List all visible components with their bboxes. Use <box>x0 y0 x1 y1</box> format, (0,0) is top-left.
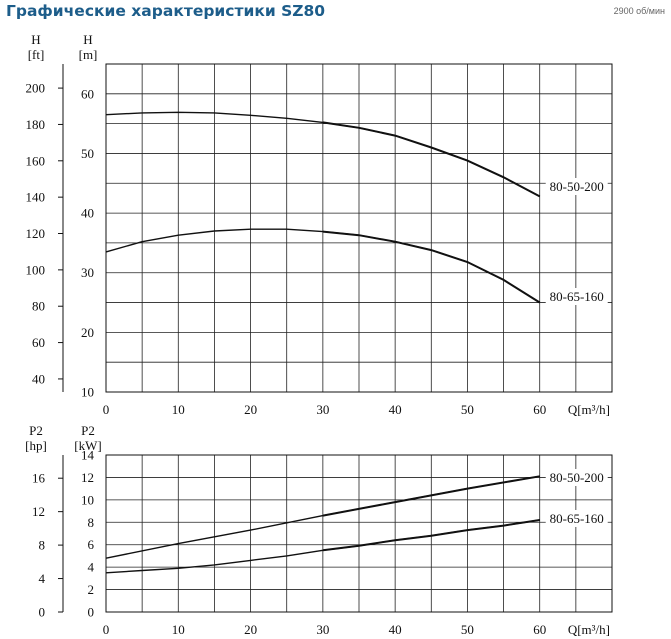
y-tick-label-metric: 30 <box>81 265 94 280</box>
y-tick-label-metric: 60 <box>81 86 94 101</box>
plot-frame <box>105 454 613 613</box>
y-tick-label-imperial: 140 <box>26 190 46 205</box>
y-tick-label-imperial: 8 <box>39 538 46 553</box>
y-axis-label-imperial-unit: [ft] <box>28 47 45 62</box>
series-label-bg <box>545 469 608 486</box>
rotation-speed-label: 2900 об/мин <box>613 6 665 16</box>
y-tick-label-imperial: 80 <box>32 299 45 314</box>
series-label-80-50-200: 80-50-200 <box>550 470 604 485</box>
x-tick-label: 0 <box>103 402 110 417</box>
y-axis-label-metric-unit: [kW] <box>74 438 101 453</box>
y-tick-label-metric: 2 <box>88 582 95 597</box>
y-axis-label-metric-name: P2 <box>81 423 95 438</box>
x-tick-label: 0 <box>103 622 110 637</box>
x-tick-label: 20 <box>244 622 257 637</box>
series-line-emphasis-80-65-160 <box>322 230 541 304</box>
x-tick-label: 50 <box>461 402 474 417</box>
y-tick-label-imperial: 16 <box>32 471 46 486</box>
y-tick-label-metric: 4 <box>88 560 95 575</box>
y-tick-label-imperial: 120 <box>26 226 46 241</box>
y-axis-label-imperial-name: P2 <box>29 423 43 438</box>
x-tick-label: 50 <box>461 622 474 637</box>
series-label-bg <box>545 510 608 527</box>
x-tick-label: 10 <box>172 402 185 417</box>
y-axis-label-imperial-unit: [hp] <box>25 438 47 453</box>
y-tick-label-metric: 50 <box>81 146 94 161</box>
y-tick-label-metric: 14 <box>81 448 95 463</box>
x-tick-label: 40 <box>389 402 402 417</box>
series-line-emphasis-80-50-200 <box>322 121 541 198</box>
x-tick-label: 40 <box>389 622 402 637</box>
y-tick-label-metric: 40 <box>81 206 94 221</box>
y-tick-label-imperial: 12 <box>32 504 45 519</box>
series-label-80-65-160: 80-65-160 <box>550 289 604 304</box>
y-tick-label-imperial: 160 <box>26 153 46 168</box>
x-tick-label: 60 <box>533 622 546 637</box>
y-tick-label-metric: 12 <box>81 470 94 485</box>
series-line-emphasis-80-65-160 <box>322 519 540 552</box>
x-tick-label: 30 <box>316 402 329 417</box>
y-tick-label-imperial: 180 <box>26 117 46 132</box>
y-tick-label-imperial: 4 <box>39 571 46 586</box>
y-tick-label-imperial: 0 <box>39 605 46 620</box>
y-tick-label-metric: 8 <box>88 515 95 530</box>
y-tick-label-imperial: 40 <box>32 371 45 386</box>
series-label-80-50-200: 80-50-200 <box>550 179 604 194</box>
x-tick-label: 60 <box>533 402 546 417</box>
x-axis-label: Q[m³/h] <box>568 402 610 417</box>
y-tick-label-metric: 20 <box>81 325 94 340</box>
y-tick-label-imperial: 200 <box>26 81 46 96</box>
plot-frame <box>105 63 613 393</box>
y-tick-label-imperial: 60 <box>32 335 45 350</box>
power-chart: 0 10 20 30 40 50 60 Q[m³/h] 0 2 4 6 8 10 12 14 0 4 8 12 16 P2… <box>25 423 613 637</box>
x-tick-label: 10 <box>172 622 185 637</box>
chart-title: Графические характеристики SZ80 <box>6 2 326 20</box>
x-tick-label: 20 <box>244 402 257 417</box>
y-tick-label-metric: 6 <box>88 537 95 552</box>
y-axis-label-metric-name: H <box>83 32 92 47</box>
head-chart: 0 10 20 30 40 50 60 Q[m³/h] 10 20 30 40 50 60 40 60 80 10… <box>26 32 613 417</box>
y-tick-label-imperial: 100 <box>26 262 46 277</box>
y-tick-label-metric: 0 <box>88 605 95 620</box>
x-tick-label: 30 <box>316 622 329 637</box>
y-tick-label-metric: 10 <box>81 492 94 507</box>
y-axis-label-imperial-name: H <box>31 32 40 47</box>
y-tick-label-metric: 10 <box>81 385 94 400</box>
y-axis-label-metric-unit: [m] <box>79 47 98 62</box>
series-label-bg <box>545 178 608 195</box>
series-label-bg <box>545 288 608 305</box>
x-axis-label: Q[m³/h] <box>568 622 610 637</box>
series-label-80-65-160: 80-65-160 <box>550 511 604 526</box>
series-line-emphasis-80-50-200 <box>322 475 540 517</box>
